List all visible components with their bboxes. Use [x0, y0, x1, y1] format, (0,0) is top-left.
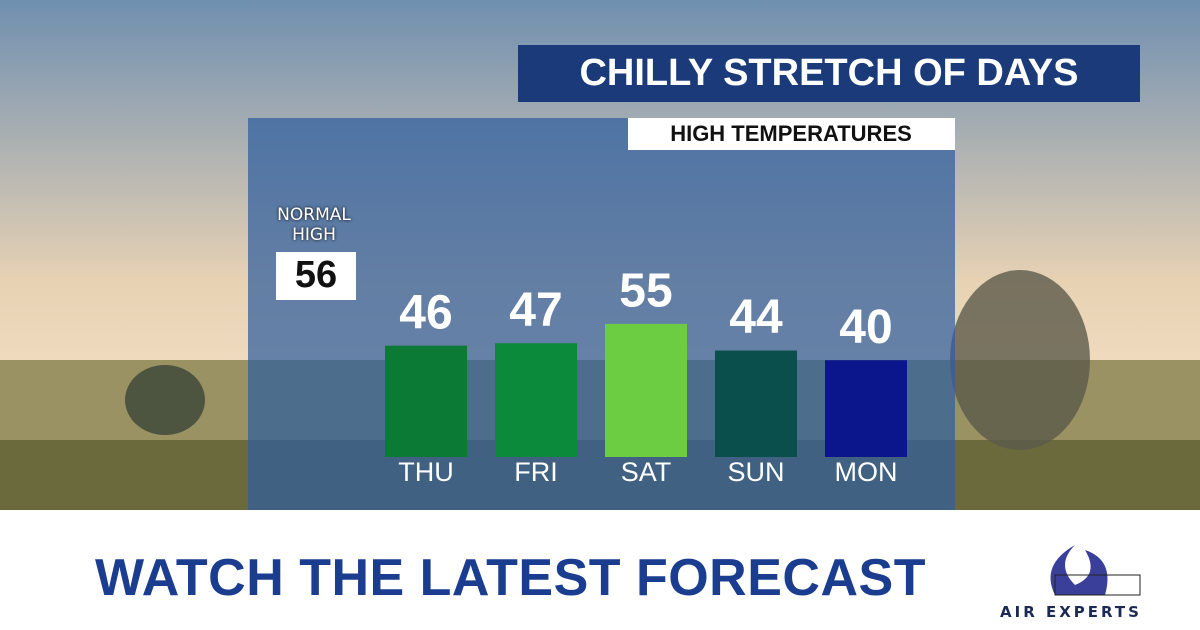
headline[interactable]: WATCH THE LATEST FORECAST: [95, 549, 926, 607]
bar: [385, 345, 467, 457]
bar: [715, 350, 797, 457]
normal-high-value: 56: [295, 254, 337, 296]
tree: [125, 365, 205, 435]
chart-title: CHILLY STRETCH OF DAYS: [579, 52, 1078, 94]
x-tick-label: SUN: [727, 457, 784, 487]
footer: [0, 510, 1200, 630]
bar: [495, 343, 577, 457]
x-tick-label: FRI: [514, 457, 558, 487]
value-label: 55: [619, 265, 672, 318]
value-label: 47: [509, 284, 562, 337]
bar: [825, 360, 907, 457]
bar: [605, 323, 687, 457]
normal-high-box: [276, 252, 356, 300]
tree: [950, 270, 1090, 450]
x-tick-label: MON: [835, 457, 898, 487]
sponsor-logo-text: AIR EXPERTS: [1000, 603, 1142, 621]
normal-high-label: NORMAL HIGH: [277, 205, 351, 245]
title-box: [518, 45, 1140, 102]
x-tick-label: SAT: [621, 457, 672, 487]
value-label: 44: [729, 291, 783, 344]
value-label: 40: [839, 301, 892, 354]
subtitle-box: [628, 118, 955, 150]
x-tick-label: THU: [398, 457, 454, 487]
value-label: 46: [399, 286, 452, 339]
chart-subtitle: HIGH TEMPERATURES: [670, 121, 912, 146]
